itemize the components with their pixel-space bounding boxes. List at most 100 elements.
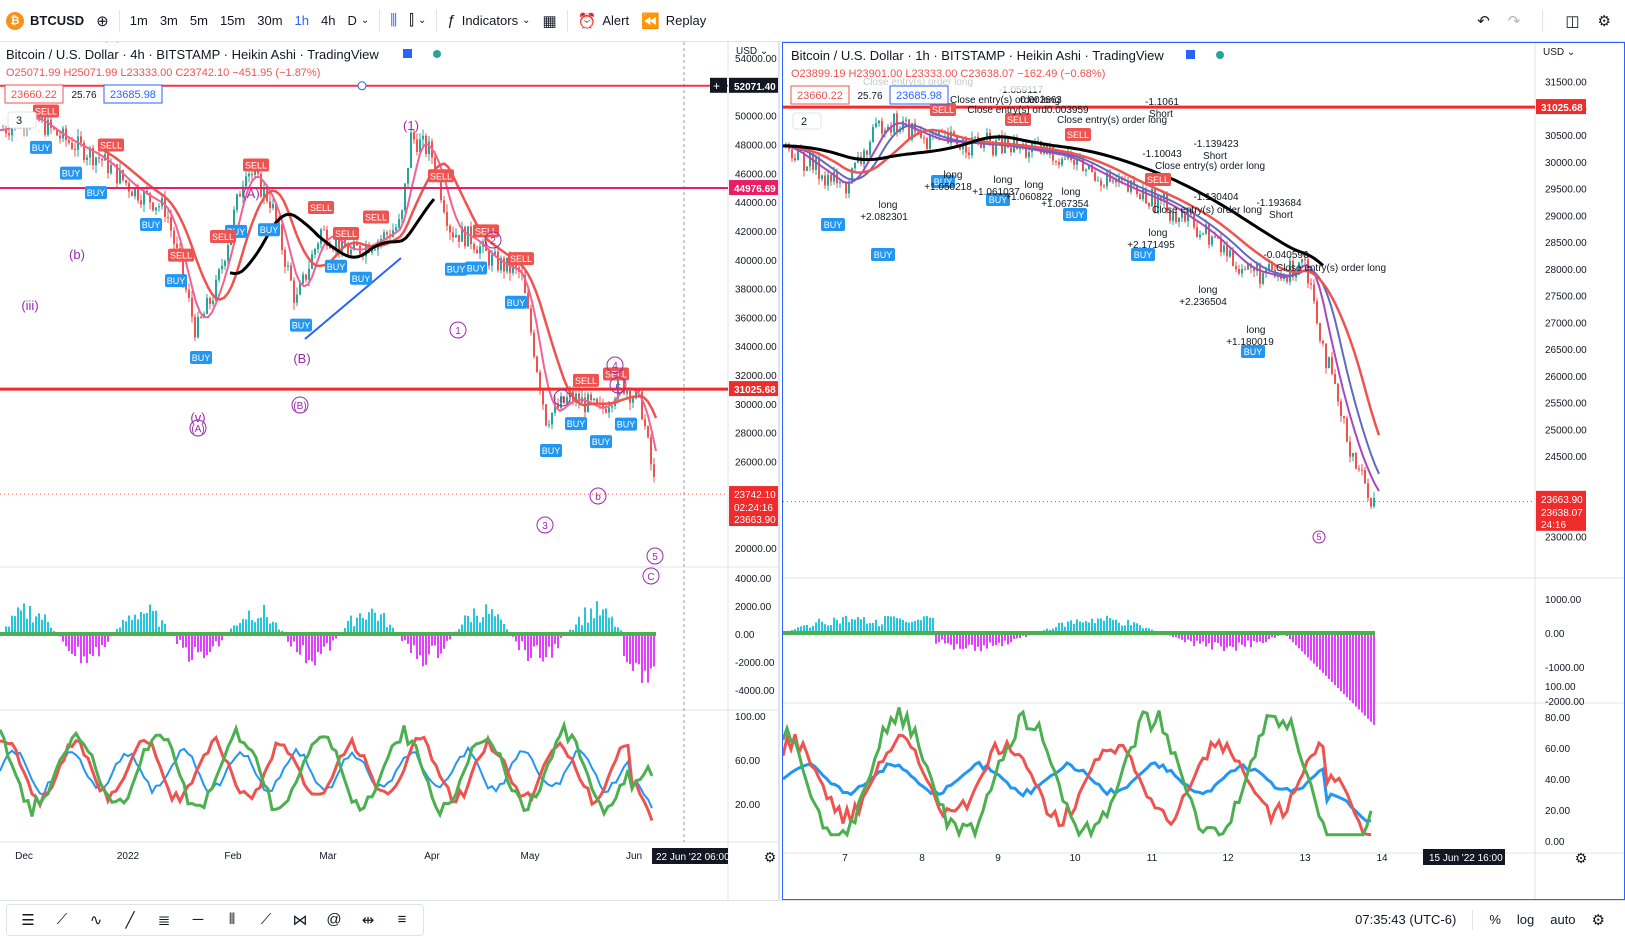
histogram-bar [392, 627, 394, 634]
histogram-bar [572, 629, 574, 634]
histogram-bar [461, 624, 463, 634]
histogram-bar [257, 618, 259, 634]
candle [1253, 267, 1255, 272]
histogram-bar [149, 604, 151, 634]
candle [170, 217, 172, 231]
candle [578, 393, 580, 403]
candle [203, 313, 205, 318]
wave-icon[interactable]: ∿ [89, 911, 103, 929]
histogram-bar [1007, 633, 1009, 645]
strategy-annotation: +1.061037 [972, 187, 1020, 198]
candle [329, 246, 331, 249]
timeframe-4h[interactable]: 4h [321, 13, 336, 28]
histogram-bar [1226, 633, 1228, 648]
fib-icon[interactable]: ≣ [157, 911, 171, 929]
undo-icon[interactable]: ↶ [1477, 12, 1490, 30]
chart-style-bars[interactable]: ⫼ [384, 6, 403, 36]
text-icon[interactable]: ≡ [397, 911, 407, 928]
left-chart-panel[interactable]: BUY BUY BUY BUY BUY BUY BUY BUY BUY BUY BUY BUY BUY B… [0, 42, 780, 900]
settings-gear-icon[interactable]: ⚙ [1597, 12, 1611, 30]
candle [107, 154, 109, 174]
timeframe-1m[interactable]: 1m [129, 13, 148, 28]
spiral-icon[interactable]: @ [326, 911, 342, 928]
candle [353, 241, 355, 250]
histogram-bar [122, 619, 124, 634]
timeframe-5m[interactable]: 5m [189, 13, 208, 28]
percent-toggle[interactable]: % [1489, 912, 1501, 927]
timeframe-3m[interactable]: 3m [159, 13, 178, 28]
compare-button[interactable]: ⊕ [90, 6, 115, 36]
histogram-bar [434, 634, 436, 646]
last-price-tag-bg [1536, 490, 1586, 531]
timeframe-30m[interactable]: 30m [257, 13, 283, 28]
candle [1349, 441, 1351, 457]
right-chart-panel[interactable]: BUY BUY BUY BUY BUY BUY BUY SELL SELL SELL SELL Clo… [782, 42, 1625, 900]
auto-toggle[interactable]: auto [1550, 912, 1576, 927]
price-tick: 30000.00 [735, 400, 777, 411]
price-tag-low: 31025.68 [734, 385, 776, 396]
timeframe-1h[interactable]: 1h [294, 13, 309, 28]
menu-icon[interactable]: ☰ [21, 911, 35, 929]
histogram-bar [1076, 619, 1078, 633]
wave-circle [609, 376, 627, 394]
timeframe-15m[interactable]: 15m [219, 13, 246, 28]
replay-button[interactable]: ⏪ Replay [635, 6, 712, 36]
histogram-bar [1187, 633, 1189, 640]
strategy-annotation: Short [1269, 210, 1293, 221]
histogram-bar [62, 634, 64, 642]
buy-tag-label: BUY [227, 227, 246, 237]
timeframe-d[interactable]: D ⌄ [341, 6, 375, 36]
price-tick: 29500.00 [1545, 185, 1587, 196]
histogram-bar [179, 634, 181, 640]
settings-gear-icon[interactable]: ⚙ [1591, 911, 1605, 929]
pattern-icon[interactable]: ⋈ [292, 911, 308, 929]
measure-icon[interactable]: ⫴ [228, 911, 236, 928]
candle [812, 153, 814, 170]
countdown: 02:24:16 [734, 503, 773, 514]
chart-style-candles[interactable]: ⫿ ⌄ [403, 6, 432, 36]
histogram-bar [1289, 633, 1291, 640]
candle [602, 403, 604, 409]
histogram-bar [11, 615, 13, 634]
price-tick: 48000.00 [735, 140, 777, 151]
price-tick: 54000.00 [735, 54, 777, 65]
axis-settings-icon: ⚙ [764, 849, 777, 865]
candle [326, 229, 328, 247]
layout-icon[interactable]: ◫ [1565, 12, 1580, 30]
indicators-button[interactable]: ƒ Indicators ⌄ [441, 6, 536, 36]
templates-button[interactable]: ▦ [536, 6, 562, 36]
candle [194, 316, 196, 338]
histogram-bar [428, 634, 430, 655]
histogram-bar [356, 617, 358, 634]
histogram-bar [932, 618, 934, 633]
redo-icon[interactable]: ↷ [1507, 12, 1521, 30]
trendline-icon[interactable]: ╱ [125, 911, 135, 929]
ray-icon[interactable]: ⟋ [260, 911, 272, 928]
line-chart-icon[interactable]: ⟋ [56, 911, 68, 928]
timeframe-d-label: D [347, 13, 357, 28]
countdown: 24:16 [1541, 520, 1566, 531]
histogram-bar [89, 634, 91, 655]
chevron-down-icon: ⌄ [417, 15, 427, 26]
candle [1037, 140, 1039, 142]
alert-button[interactable]: ⏰ Alert [572, 6, 635, 36]
candle [632, 398, 634, 403]
candle [281, 224, 283, 251]
candle [1301, 259, 1303, 263]
histogram-bar [1370, 633, 1372, 722]
histogram-bar [1103, 620, 1105, 633]
horizontal-line-icon[interactable]: ─ [192, 911, 204, 928]
candle [158, 206, 160, 208]
histogram-bar [425, 634, 427, 665]
candle [404, 183, 406, 211]
histogram-bar [458, 629, 460, 634]
line-handle [357, 81, 367, 91]
symbol-search[interactable]: ₿ BTCUSD [0, 6, 90, 36]
log-toggle[interactable]: log [1516, 912, 1535, 927]
right-chart-canvas[interactable]: BUYBUYBUYBUYBUYBUYBUYSELLSELLSELLSELLClo… [783, 43, 1625, 900]
position-icon[interactable]: ⇹ [361, 911, 375, 929]
candle [395, 227, 397, 231]
candle [335, 238, 337, 249]
candle [215, 279, 217, 301]
